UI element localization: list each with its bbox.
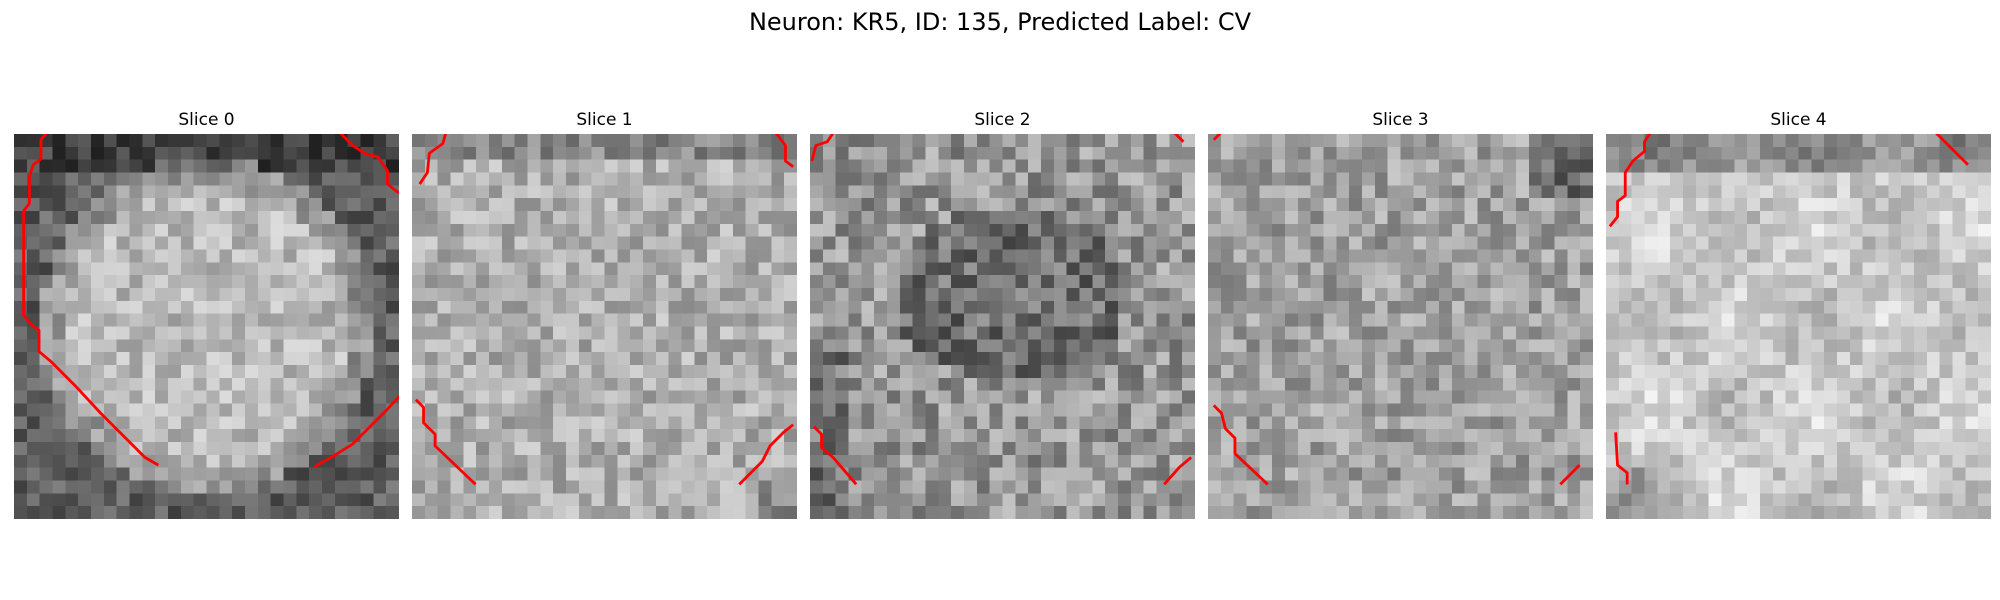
contour-line (810, 134, 835, 162)
pixel-grid (412, 134, 797, 519)
slice-title-2: Slice 2 (974, 110, 1031, 130)
slice-panel-4: Slice 4 (1606, 108, 1991, 519)
contour-line (1212, 404, 1269, 486)
contour-line (22, 134, 160, 467)
contour-line (1608, 134, 1652, 228)
contour-line (1173, 134, 1185, 143)
slice-image-1 (412, 134, 797, 519)
slice-panel-1: Slice 1 (412, 108, 797, 519)
contour-line (414, 398, 477, 486)
contour-line (339, 134, 399, 194)
slice-title-1: Slice 1 (576, 110, 633, 130)
contour-line (738, 423, 795, 486)
slice-image-3 (1208, 134, 1593, 519)
contour-line (1163, 456, 1193, 486)
slice-panel-3: Slice 3 (1208, 108, 1593, 519)
pixel-grid (810, 134, 1195, 519)
contour-line (418, 134, 448, 185)
contour-line (812, 425, 858, 486)
contour-line (1935, 134, 1969, 166)
pixel-grid (1606, 134, 1991, 519)
slice-title-0: Slice 0 (178, 110, 235, 130)
slice-image-4 (1606, 134, 1991, 519)
contour-line (775, 134, 794, 168)
contour-line (313, 394, 399, 469)
contour-line (1212, 134, 1222, 141)
contour-line (1614, 432, 1629, 485)
figure-title: Neuron: KR5, ID: 135, Predicted Label: C… (748, 8, 1252, 36)
contour-line (1559, 464, 1581, 486)
slice-title-3: Slice 3 (1372, 110, 1429, 130)
slice-image-2 (810, 134, 1195, 519)
slice-title-4: Slice 4 (1770, 110, 1827, 130)
slice-image-0 (14, 134, 399, 519)
pixel-grid (14, 134, 399, 519)
slice-panel-2: Slice 2 (810, 108, 1195, 519)
pixel-grid (1208, 134, 1593, 519)
slice-panel-0: Slice 0 (14, 108, 399, 519)
